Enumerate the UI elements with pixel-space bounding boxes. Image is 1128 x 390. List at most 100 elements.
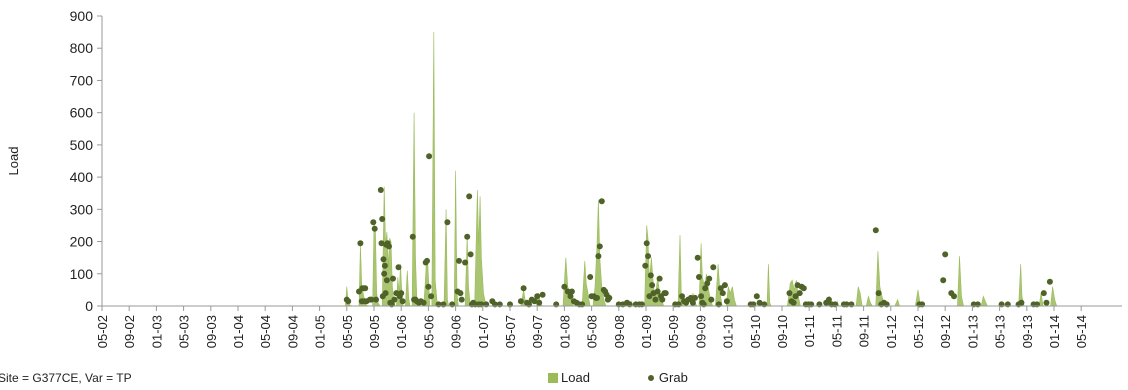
grab-point — [395, 264, 402, 271]
load-area — [345, 32, 1058, 307]
grab-point — [534, 293, 541, 300]
x-tick-label: 01-14 — [1047, 315, 1062, 348]
grab-point — [390, 275, 396, 282]
x-tick-label: 05-09 — [666, 315, 681, 348]
grab-point — [710, 264, 717, 271]
grab-point — [721, 282, 728, 289]
grab-point — [371, 225, 378, 232]
y-tick-label: 0 — [85, 298, 93, 314]
grab-point — [377, 187, 384, 193]
x-tick-label: 01-08 — [557, 315, 572, 348]
grab-point — [598, 198, 605, 205]
grab-point — [704, 280, 711, 287]
x-tick-label: 09-07 — [530, 315, 545, 348]
grab-point — [379, 293, 386, 300]
grab-point — [1018, 299, 1025, 306]
grab-point — [457, 290, 464, 297]
x-tick-label: 01-05 — [313, 315, 328, 348]
grab-point — [381, 262, 388, 269]
x-tick-label: 01-09 — [639, 315, 654, 348]
y-tick-label: 300 — [70, 201, 94, 217]
grab-point — [564, 288, 571, 295]
grab-point — [951, 293, 957, 300]
grab-point — [467, 251, 474, 258]
x-tick-label: 05-06 — [421, 315, 436, 348]
grab-point — [391, 296, 398, 303]
grab-point — [456, 257, 462, 264]
x-tick-label: 09-03 — [204, 315, 219, 348]
x-tick-label: 09-02 — [122, 315, 137, 348]
x-tick-label: 05-08 — [585, 315, 600, 348]
grab-point — [796, 290, 803, 297]
grab-point — [753, 293, 760, 300]
grab-point — [568, 288, 575, 295]
grab-point — [790, 299, 797, 306]
grab-point — [380, 256, 387, 263]
x-tick-label: 01-11 — [802, 315, 817, 347]
grab-point — [426, 153, 433, 160]
footer-note: Site = G377CE, Var = TP — [0, 371, 132, 385]
grab-point — [409, 233, 416, 240]
x-axis-ticks: 05-02 09-02 01-03 05-03 09-03 01-04 05-04 09-04… — [95, 306, 1089, 348]
grab-point — [398, 290, 405, 297]
grab-point — [940, 277, 947, 284]
y-tick-label: 900 — [70, 8, 94, 24]
x-tick-label: 09-11 — [857, 315, 872, 347]
grab-point — [466, 193, 473, 200]
grab-point — [386, 243, 392, 250]
grab-point — [536, 299, 543, 306]
grab-point — [1043, 299, 1050, 306]
grab-point — [942, 251, 949, 258]
grab-point — [692, 294, 698, 301]
grab-point — [875, 290, 882, 297]
grab-point — [399, 298, 406, 305]
y-tick-label: 200 — [70, 234, 94, 250]
grab-point — [642, 262, 649, 269]
grab-point — [464, 233, 471, 240]
x-tick-label: 09-04 — [285, 315, 300, 348]
x-tick-label: 09-09 — [693, 315, 708, 348]
grab-point — [378, 240, 385, 247]
legend-grab-label: Grab — [658, 370, 688, 385]
grab-point — [420, 299, 427, 306]
y-tick-label: 700 — [70, 72, 94, 88]
grab-point — [520, 285, 527, 292]
x-tick-label: 05-11 — [829, 315, 844, 347]
grab-point — [462, 259, 469, 266]
grab-point — [694, 254, 701, 261]
grab-point — [872, 227, 879, 234]
x-tick-label: 05-04 — [258, 315, 273, 348]
grab-point — [424, 257, 430, 264]
grab-point — [383, 277, 390, 284]
y-tick-label: 600 — [70, 105, 94, 121]
legend-grab-marker — [647, 374, 654, 381]
grab-point — [531, 298, 538, 305]
x-tick-label: 09-06 — [449, 315, 464, 348]
grab-point — [652, 296, 659, 303]
grab-point — [654, 288, 661, 295]
grab-point — [345, 298, 352, 305]
x-tick-label: 05-07 — [503, 315, 518, 348]
y-tick-label: 400 — [70, 169, 94, 185]
grab-point — [698, 293, 705, 300]
grab-point — [1040, 290, 1047, 297]
grab-point — [370, 219, 377, 226]
grab-point — [786, 290, 793, 297]
y-axis-ticks: 0 100 200 300 400 500 600 700 800 900 — [70, 8, 102, 314]
x-tick-label: 01-07 — [476, 315, 491, 348]
x-tick-label: 05-03 — [177, 315, 192, 348]
y-tick-label: 100 — [70, 266, 94, 282]
grab-point — [689, 299, 696, 306]
grab-points-layer — [343, 153, 1053, 308]
grab-point — [606, 294, 613, 301]
legend-load-label: Load — [561, 370, 590, 385]
x-tick-label: 01-10 — [721, 315, 736, 348]
grab-point — [717, 285, 724, 292]
grab-point — [825, 296, 832, 303]
grab-point — [1046, 278, 1053, 285]
legend-load-swatch — [548, 372, 558, 383]
y-axis-label: Load — [6, 147, 21, 176]
grab-point — [428, 293, 435, 300]
grab-point — [679, 293, 685, 300]
